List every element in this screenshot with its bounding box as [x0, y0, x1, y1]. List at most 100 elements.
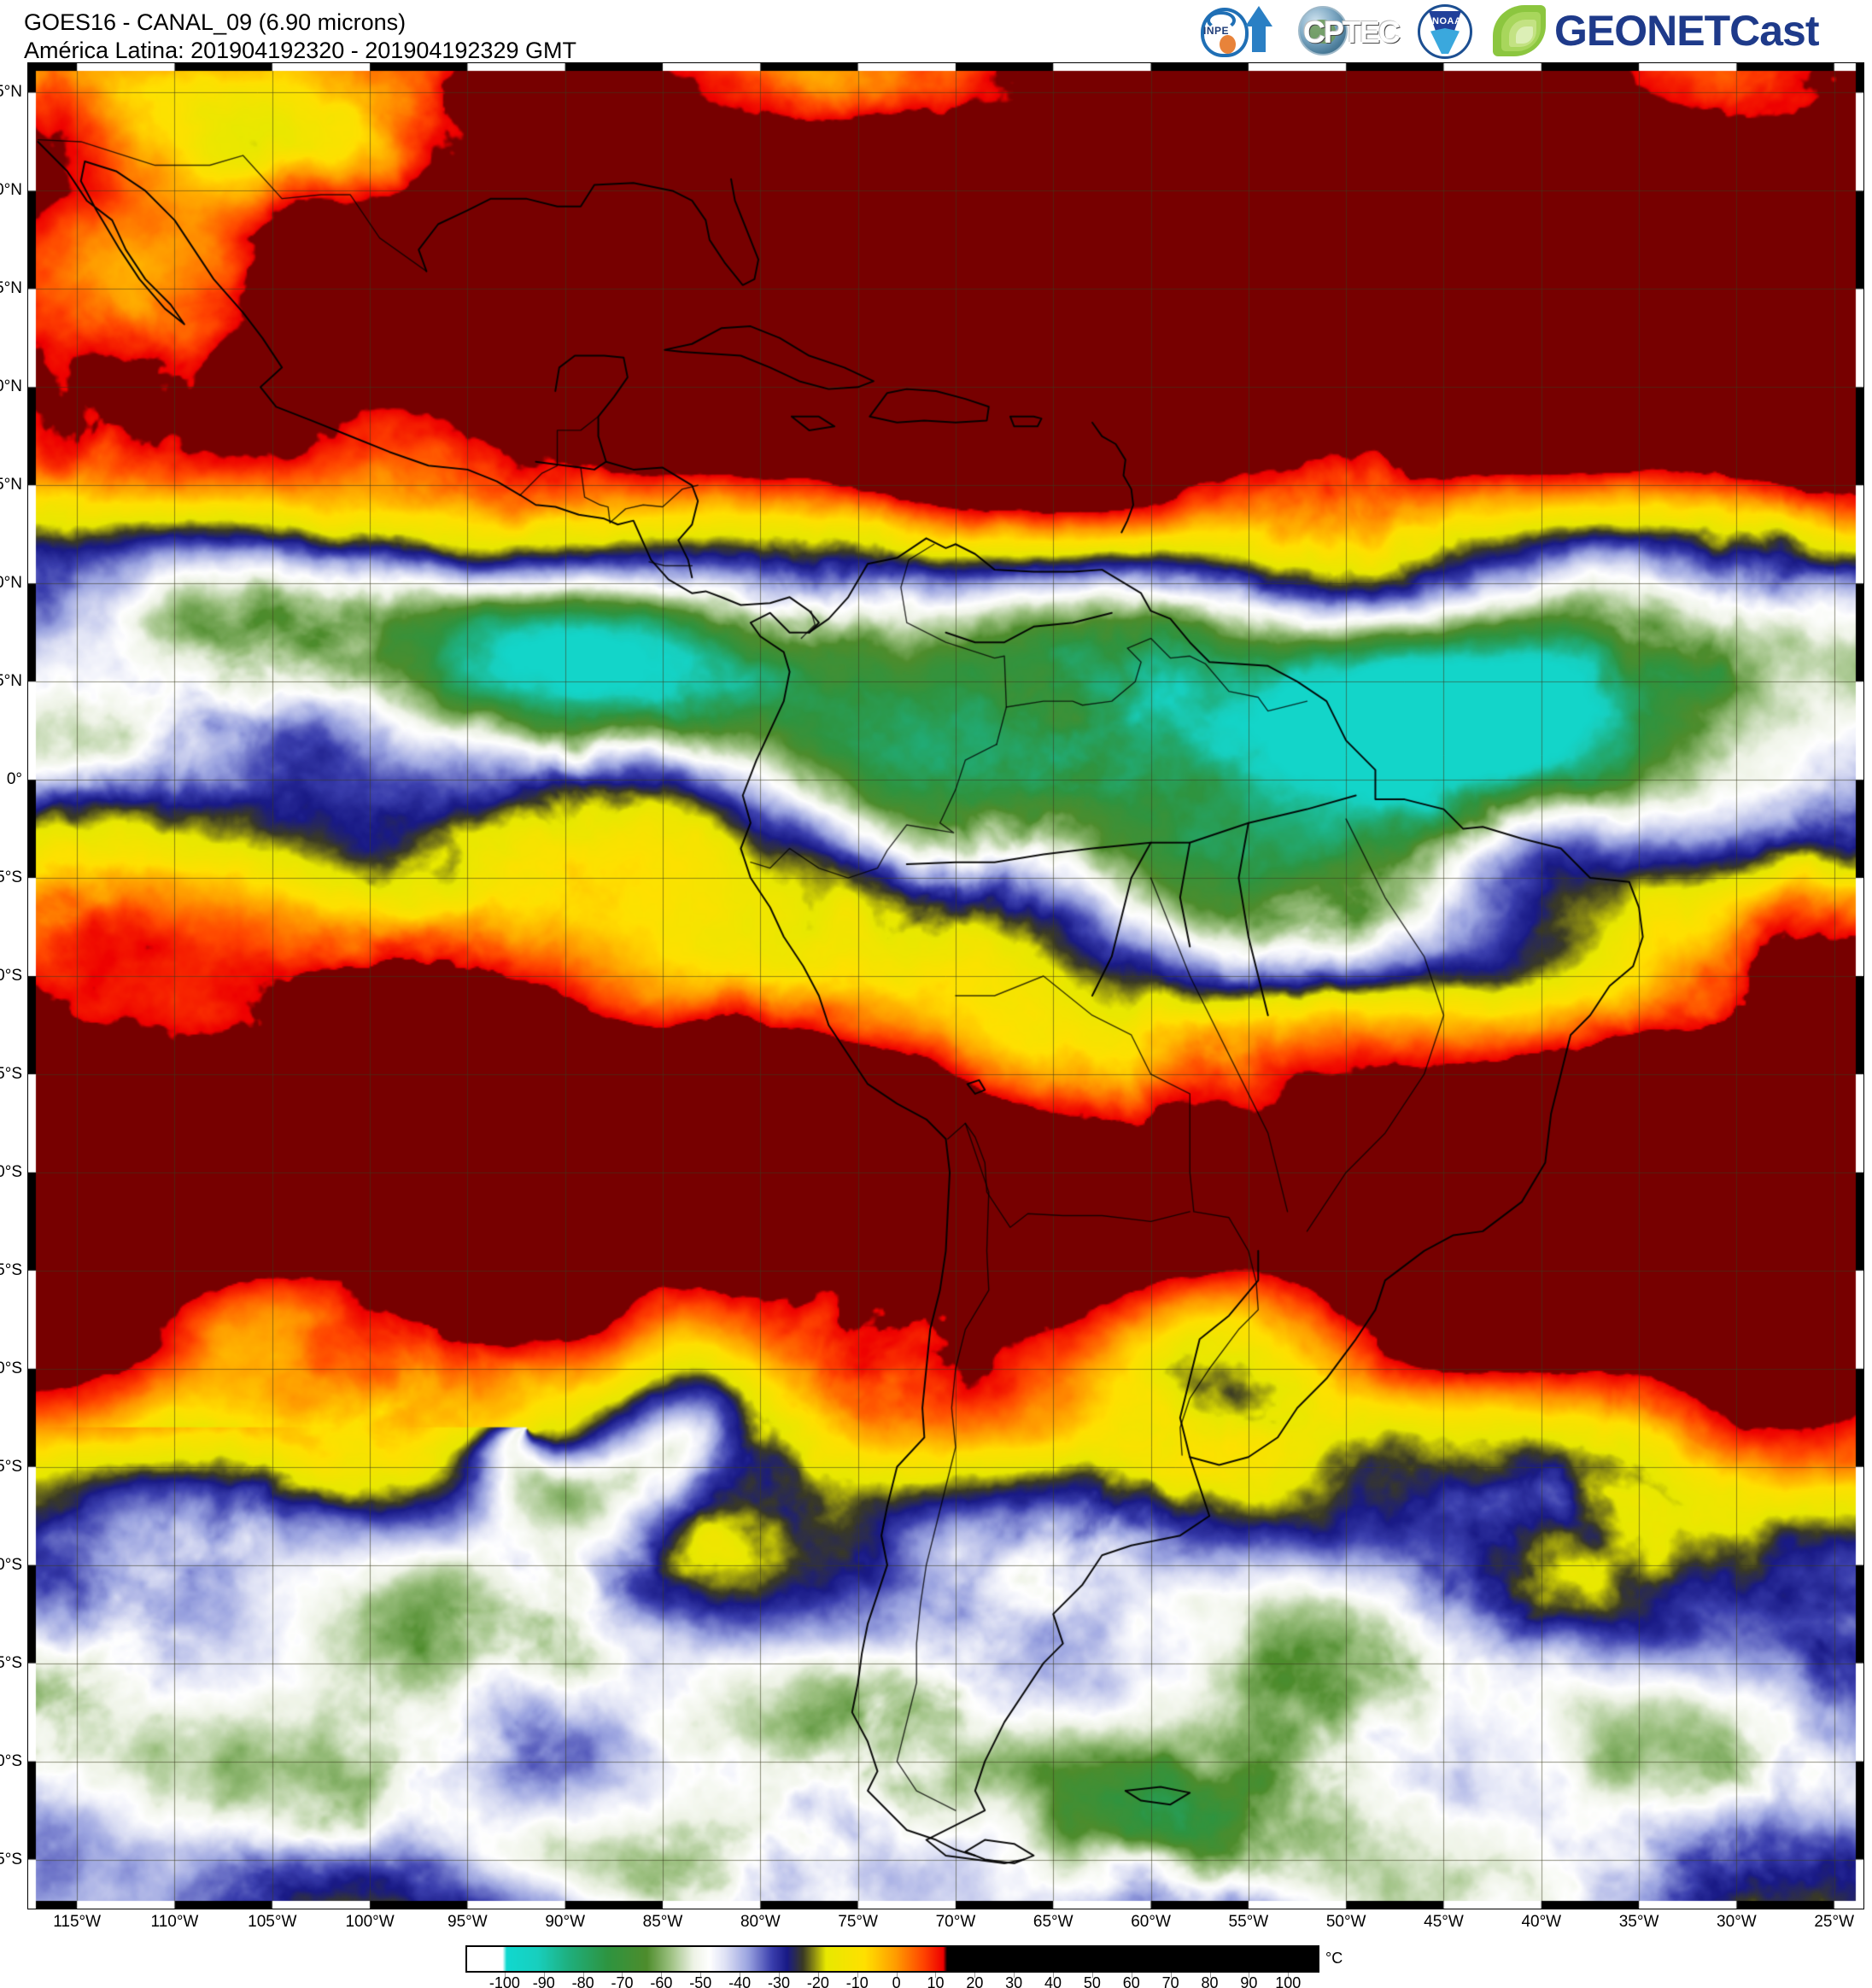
- noaa-logo: NOAA: [1413, 3, 1479, 59]
- colorbar-tick-label: -80: [571, 1974, 594, 1988]
- colorbar-tick: [700, 1973, 702, 1978]
- satellite-map[interactable]: [27, 62, 1864, 1909]
- colorbar-tick-label: -50: [689, 1974, 712, 1988]
- page-title: GOES16 - CANAL_09 (6.90 microns) América…: [24, 9, 576, 65]
- lat-tick-label: 35°N: [0, 83, 22, 102]
- lat-tick-label: 20°N: [0, 377, 22, 396]
- lat-tick-label: 30°S: [0, 1359, 22, 1377]
- latitude-axis: 35°N 30°N 25°N 20°N 15°N 10°N 5°N 0° 5°S 10°S 15°S…: [0, 63, 26, 1909]
- geonetcast-logo-text: GEONETCast: [1554, 7, 1820, 55]
- colorbar-tick-label: 40: [1044, 1974, 1062, 1988]
- lon-tick-label: 55°W: [1228, 1913, 1269, 1931]
- colorbar-tick-label: -10: [845, 1974, 869, 1988]
- colorbar-tick-label: -100: [488, 1974, 520, 1988]
- lat-tick-label: 15°N: [0, 476, 22, 494]
- inpe-logo-text: INPE: [1203, 25, 1230, 37]
- lat-tick-label: 40°S: [0, 1555, 22, 1574]
- colorbar-tick: [935, 1973, 937, 1978]
- colorbar-unit-label: °C: [1325, 1950, 1343, 1967]
- lat-tick-label: 45°S: [0, 1653, 22, 1672]
- header: GOES16 - CANAL_09 (6.90 microns) América…: [0, 0, 1872, 63]
- colorbar-tick-label: 70: [1161, 1974, 1179, 1988]
- lon-tick-label: 85°W: [642, 1913, 683, 1931]
- lat-tick-label: 50°S: [0, 1751, 22, 1770]
- colorbar-tick: [857, 1973, 858, 1978]
- colorbar-tick-label: 80: [1201, 1974, 1219, 1988]
- colorbar-tick: [1209, 1973, 1211, 1978]
- colorbar-tick: [1053, 1973, 1055, 1978]
- lat-tick-label: 35°S: [0, 1457, 22, 1476]
- colorbar-tick-label: 60: [1122, 1974, 1140, 1988]
- inpe-inner-arc-icon: [1207, 11, 1236, 30]
- cptec-logo: CPTEC: [1295, 3, 1401, 59]
- lat-tick-label: 10°S: [0, 967, 22, 985]
- colorbar-tick: [582, 1973, 584, 1978]
- lon-tick-label: 30°W: [1717, 1913, 1757, 1931]
- colorbar-tick: [1014, 1973, 1015, 1978]
- colorbar-tick-label: -90: [532, 1974, 555, 1988]
- colorbar-tick: [778, 1973, 780, 1978]
- colorbar-tick-label: -20: [806, 1974, 829, 1988]
- colorbar-tick-label: 30: [1005, 1974, 1023, 1988]
- lon-tick-label: 65°W: [1033, 1913, 1073, 1931]
- lat-tick-label: 0°: [6, 770, 22, 789]
- colorbar-tick: [896, 1973, 898, 1978]
- colorbar-tick-label: 0: [892, 1974, 901, 1988]
- lon-tick-label: 100°W: [345, 1913, 395, 1931]
- colorbar-tick: [817, 1973, 819, 1978]
- colorbar-ticks: -100 -90 -80 -70 -60 -50 -40 -30 -20 -10 0 10 20 30 40…: [465, 1973, 1319, 1988]
- colorbar-tick-label: -30: [767, 1974, 790, 1988]
- lon-tick-label: 75°W: [838, 1913, 878, 1931]
- lon-tick-label: 80°W: [740, 1913, 781, 1931]
- lat-tick-label: 10°N: [0, 574, 22, 593]
- colorbar-tick: [543, 1973, 545, 1978]
- title-line-product: GOES16 - CANAL_09 (6.90 microns): [24, 9, 407, 35]
- lon-tick-label: 95°W: [448, 1913, 488, 1931]
- cptec-globe-icon: [1298, 6, 1348, 56]
- lon-tick-label: 115°W: [53, 1913, 102, 1931]
- colorbar-tick-label: 10: [927, 1974, 945, 1988]
- inpe-logo: INPE: [1194, 3, 1283, 59]
- water-vapor-imagery: [28, 63, 1863, 1909]
- colorbar-tick-label: 50: [1083, 1974, 1101, 1988]
- colorbar-tick: [974, 1973, 976, 1978]
- logo-bar: INPE CPTEC NOAA GEONETCast: [1194, 2, 1867, 60]
- colorbar-tick-label: -70: [611, 1974, 634, 1988]
- colorbar-tick-label: 20: [966, 1974, 984, 1988]
- colorbar-tick: [1170, 1973, 1172, 1978]
- inpe-ring-icon: [1201, 8, 1249, 57]
- colorbar-tick-label: -60: [650, 1974, 673, 1988]
- lon-tick-label: 110°W: [150, 1913, 199, 1931]
- lon-tick-label: 70°W: [935, 1913, 976, 1931]
- noaa-logo-text: NOAA: [1432, 16, 1462, 26]
- title-line-region-time: América Latina: 201904192320 - 201904192…: [24, 38, 576, 63]
- colorbar-tick-label: 100: [1275, 1974, 1302, 1988]
- lon-tick-label: 25°W: [1814, 1913, 1855, 1931]
- colorbar-gradient: [465, 1945, 1319, 1973]
- lat-tick-label: 55°S: [0, 1850, 22, 1868]
- colorbar-tick: [504, 1973, 506, 1978]
- lon-tick-label: 60°W: [1131, 1913, 1171, 1931]
- colorbar-tick: [622, 1973, 623, 1978]
- colorbar-tick: [1091, 1973, 1093, 1978]
- lat-tick-label: 25°S: [0, 1260, 22, 1279]
- inpe-arrow-stem-icon: [1252, 25, 1266, 52]
- lat-tick-label: 5°N: [0, 672, 22, 691]
- colorbar-tick: [1288, 1973, 1290, 1978]
- colorbar: [465, 1945, 1319, 1973]
- geonetcast-logo: GEONETCast: [1491, 3, 1867, 59]
- geonetcast-swirl-icon: [1491, 3, 1547, 58]
- lon-tick-label: 40°W: [1521, 1913, 1562, 1931]
- lat-tick-label: 25°N: [0, 279, 22, 298]
- lat-tick-label: 15°S: [0, 1064, 22, 1083]
- lat-tick-label: 5°S: [0, 868, 22, 887]
- inpe-dot-icon: [1220, 35, 1236, 54]
- cptec-logo-text: CPTEC: [1303, 15, 1401, 50]
- colorbar-tick: [661, 1973, 663, 1978]
- longitude-axis: 115°W 110°W 105°W 100°W 95°W 90°W 85°W 80°W 75°W…: [28, 1913, 1863, 1937]
- lon-tick-label: 90°W: [545, 1913, 586, 1931]
- lat-tick-label: 20°S: [0, 1162, 22, 1181]
- inpe-arrow-icon: [1245, 6, 1272, 26]
- lon-tick-label: 50°W: [1325, 1913, 1366, 1931]
